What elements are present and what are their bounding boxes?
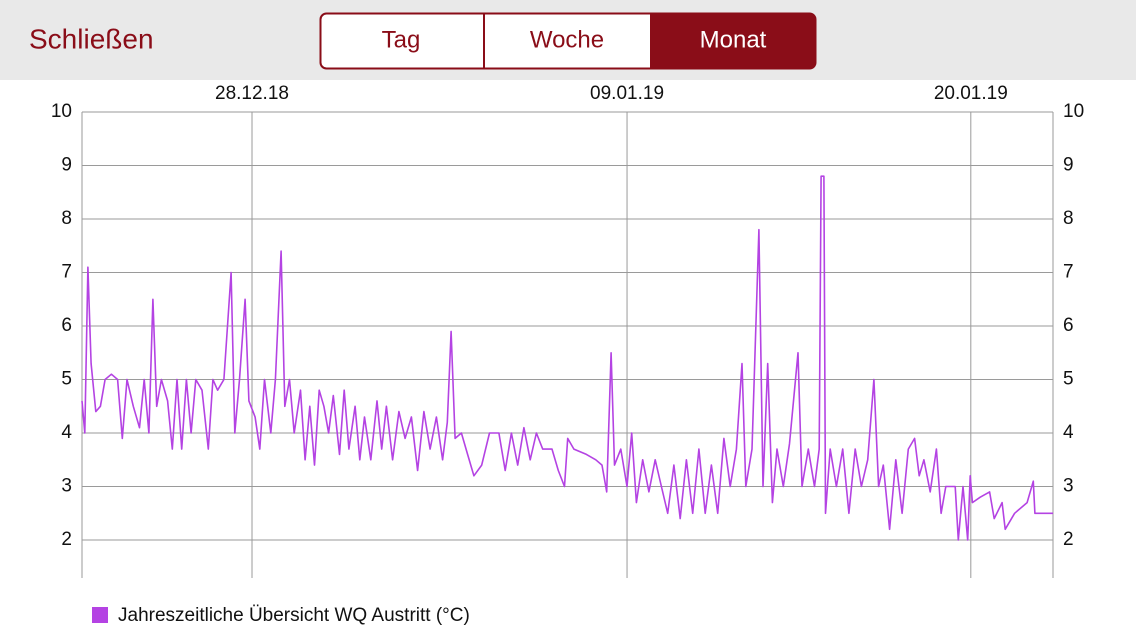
y2-tick-label: 6 — [1063, 315, 1074, 336]
y-tick-label: 4 — [61, 422, 72, 443]
y2-tick-label: 3 — [1063, 476, 1074, 497]
y-tick-label: 7 — [61, 262, 72, 283]
x-tick-label: 20.01.19 — [934, 83, 1008, 104]
close-button[interactable]: Schließen — [29, 23, 154, 54]
y-tick-label: 5 — [61, 369, 72, 390]
y-tick-label: 10 — [51, 101, 72, 122]
legend-swatch — [92, 607, 108, 623]
segmented-control: Tag Woche Monat — [319, 12, 817, 70]
legend-label: Jahreszeitliche Übersicht WQ Austritt (°… — [118, 605, 470, 626]
y-tick-label: 6 — [61, 315, 72, 336]
y2-tick-label: 10 — [1063, 101, 1084, 122]
y2-tick-label: 2 — [1063, 529, 1074, 550]
y2-tick-label: 8 — [1063, 208, 1074, 229]
y-tick-label: 3 — [61, 476, 72, 497]
y-tick-label: 2 — [61, 529, 72, 550]
y2-tick-label: 5 — [1063, 369, 1074, 390]
tab[interactable]: Tag — [382, 26, 421, 53]
tab-selected-bg — [650, 13, 816, 69]
data-line — [81, 175, 1053, 541]
x-tick-label: 28.12.18 — [215, 83, 289, 104]
chart: 2 2 3 3 4 4 5 5 6 6 7 7 8 8 9 9 10 10 28.12.18 09.01.19 20.0… — [51, 83, 1084, 626]
y2-tick-label: 7 — [1063, 262, 1074, 283]
x-tick-label: 09.01.19 — [590, 83, 664, 104]
y-tick-label: 8 — [61, 208, 72, 229]
y2-tick-label: 4 — [1063, 422, 1074, 443]
y-tick-label: 9 — [61, 155, 72, 176]
tab[interactable]: Monat — [700, 26, 767, 53]
tab[interactable]: Woche — [530, 26, 604, 53]
y2-tick-label: 9 — [1063, 155, 1074, 176]
